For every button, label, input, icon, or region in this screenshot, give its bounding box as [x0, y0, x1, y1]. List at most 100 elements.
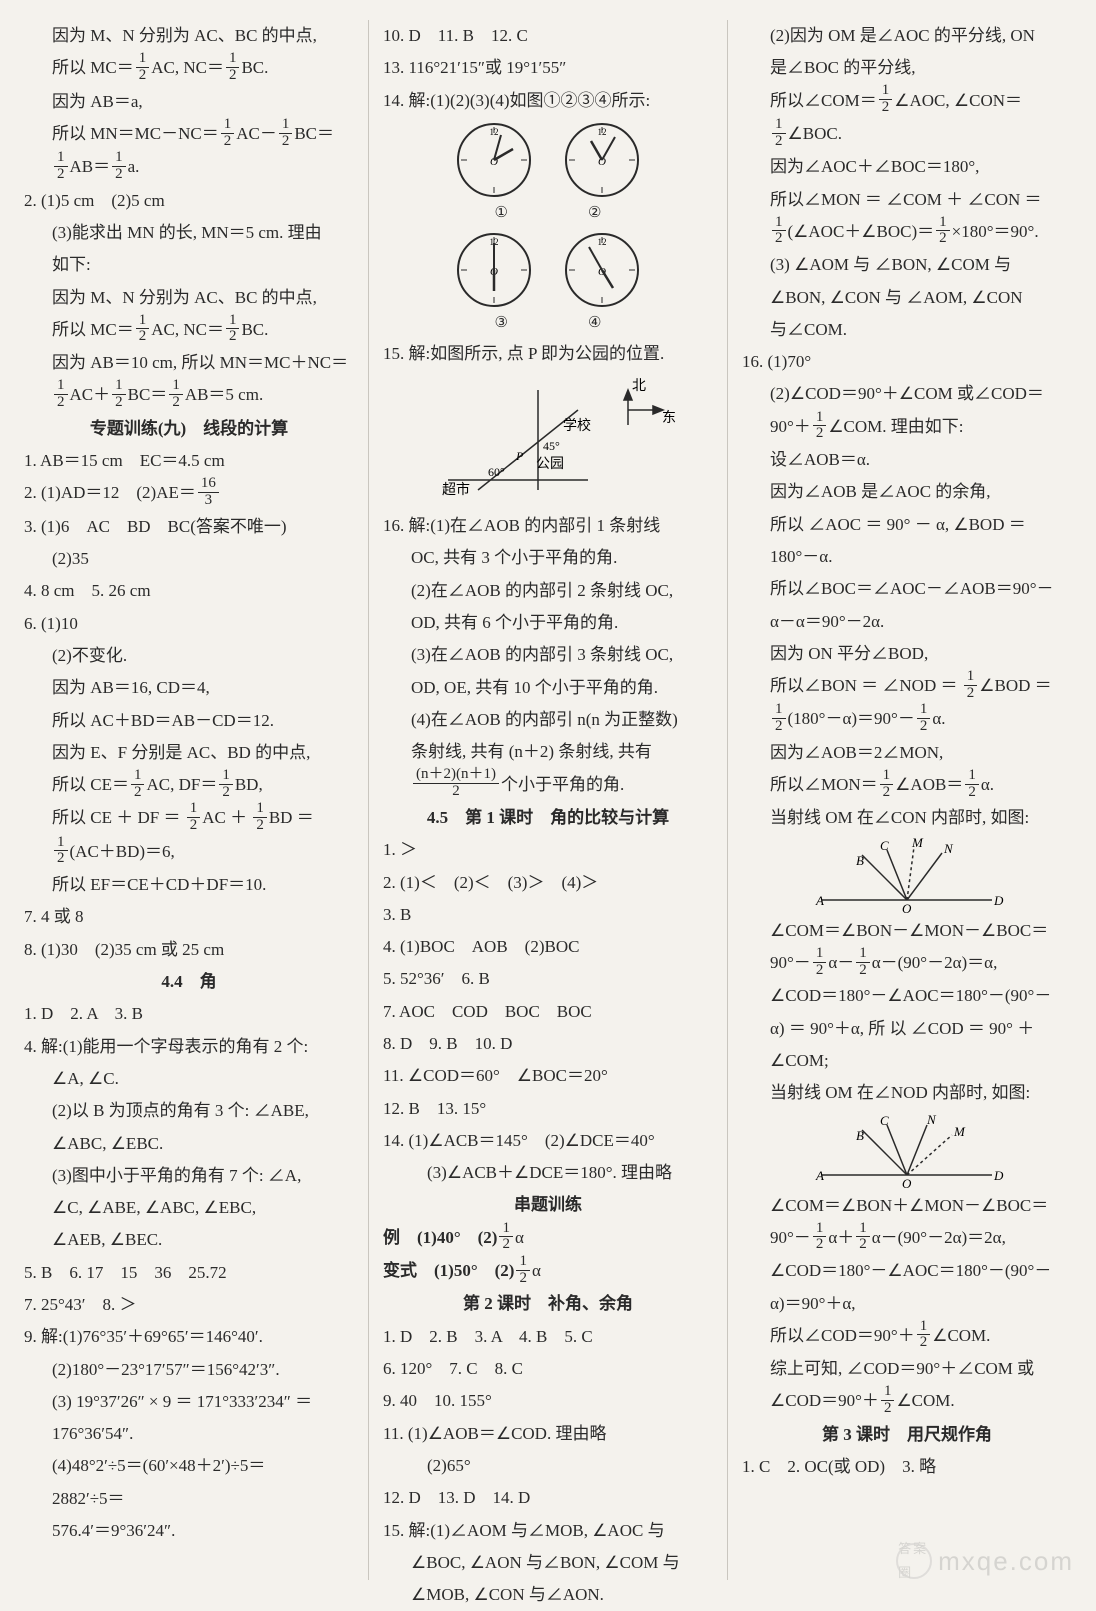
- svg-text:B: B: [856, 1128, 864, 1143]
- text-line: 4. (1)BOC AOB (2)BOC: [383, 931, 713, 963]
- text-line: 9. 40 10. 155°: [383, 1385, 713, 1417]
- text-line: 5. 52°36′ 6. B: [383, 963, 713, 995]
- svg-text:A: A: [815, 1168, 824, 1183]
- text-line: 综上可知, ∠COD＝90°＋∠COM 或: [742, 1353, 1072, 1385]
- text-line: 因为 AB＝a,: [24, 86, 354, 118]
- svg-text:N: N: [926, 1112, 937, 1127]
- text-line: ∠BON, ∠CON 与 ∠AOM, ∠CON: [742, 282, 1072, 314]
- text-line: 90°－12α＋12α－(90°－2α)＝2α,: [742, 1222, 1072, 1255]
- text-line: 1. C 2. OC(或 OD) 3. 略: [742, 1451, 1072, 1483]
- text-line: (3)∠ACB＋∠DCE＝180°. 理由略: [383, 1157, 713, 1189]
- svg-text:O: O: [902, 901, 912, 915]
- text-line: OD, 共有 6 个小于平角的角.: [383, 607, 713, 639]
- text-line: 15. 解:如图所示, 点 P 即为公园的位置.: [383, 338, 713, 370]
- text-line: 所以 MC＝12AC, NC＝12BC.: [24, 52, 354, 85]
- label: ④: [588, 309, 601, 338]
- text-line: 是∠BOC 的平分线,: [742, 52, 1072, 84]
- text-line: ∠COD＝90°＋12∠COM.: [742, 1385, 1072, 1418]
- text-line: ∠COM;: [742, 1045, 1072, 1077]
- text-line: 所以∠BON ＝ ∠NOD ＝ 12∠BOD ＝: [742, 670, 1072, 703]
- text-line: 6. 120° 7. C 8. C: [383, 1353, 713, 1385]
- text-line: 6. (1)10: [24, 608, 354, 640]
- text-line: 4. 8 cm 5. 26 cm: [24, 575, 354, 607]
- text-line: (2)∠COD＝90°＋∠COM 或∠COD＝: [742, 378, 1072, 410]
- clock-icon: 12O: [563, 121, 641, 199]
- text-line: 2. (1)＜ (2)＜ (3)＞ (4)＞: [383, 867, 713, 899]
- text-line: 因为 M、N 分别为 AC、BC 的中点,: [24, 20, 354, 52]
- label: 北: [632, 378, 646, 394]
- clock-labels: ③④: [383, 309, 713, 338]
- numerator: (n＋2)(n＋1): [413, 767, 499, 784]
- text-span: 变式 (1)50° (2): [383, 1261, 514, 1280]
- text-line: 因为∠AOB＝2∠MON,: [742, 737, 1072, 769]
- angle-diagram-2: ADOBCNM: [742, 1110, 1072, 1190]
- text-line: 13. 116°21′15″或 19°1′55″: [383, 52, 713, 84]
- text-line: 16. 解:(1)在∠AOB 的内部引 1 条射线: [383, 510, 713, 542]
- text-line: 2. (1)5 cm (2)5 cm: [24, 185, 354, 217]
- text-line: 9. 解:(1)76°35′＋69°65′＝146°40′.: [24, 1321, 354, 1353]
- text-line: 所以 EF＝CE＋CD＋DF＝10.: [24, 869, 354, 901]
- diagram-15: 北 东 学校 超市 公园 P 60° 45°: [383, 370, 713, 510]
- text-line: 90°＋12∠COM. 理由如下:: [742, 411, 1072, 444]
- text-line: 1. AB＝15 cm EC＝4.5 cm: [24, 445, 354, 477]
- text-line: 所以 CE＝12AC, DF＝12BD,: [24, 769, 354, 802]
- text-line: 12. B 13. 15°: [383, 1093, 713, 1125]
- text-line: 16. (1)70°: [742, 346, 1072, 378]
- clock-icon: 12O: [563, 231, 641, 309]
- text-line: ∠A, ∠C.: [24, 1063, 354, 1095]
- text-line: (3) 19°37′26″ × 9 ＝ 171°333′234″ ＝: [24, 1386, 354, 1418]
- section-heading: 专题训练(九) 线段的计算: [24, 413, 354, 445]
- text-line: (2)65°: [383, 1450, 713, 1482]
- text-span: 2. (1)AD＝12 (2)AE＝: [24, 483, 196, 502]
- text-line: ∠BOC, ∠AON 与∠BON, ∠COM 与: [383, 1547, 713, 1579]
- text-line: 所以∠MON ＝ ∠COM ＋ ∠CON ＝: [742, 184, 1072, 216]
- clock-row-1: 12O 12O: [383, 121, 713, 199]
- svg-text:P: P: [515, 449, 524, 463]
- text-line: 12. D 13. D 14. D: [383, 1482, 713, 1514]
- text-line: 所以∠COM＝12∠AOC, ∠CON＝: [742, 85, 1072, 118]
- text-line: ∠C, ∠ABE, ∠ABC, ∠EBC,: [24, 1192, 354, 1224]
- text-line: 3. B: [383, 899, 713, 931]
- clock-labels: ①②: [383, 199, 713, 228]
- text-line: (4)在∠AOB 的内部引 n(n 为正整数): [383, 704, 713, 736]
- text-line: 例 (1)40° (2)12α: [383, 1222, 713, 1255]
- text-line: 因为 AB＝16, CD＝4,: [24, 672, 354, 704]
- svg-text:O: O: [902, 1176, 912, 1190]
- clock-icon: 12O: [455, 231, 533, 309]
- clock-icon: 12O: [455, 121, 533, 199]
- label: ②: [588, 199, 601, 228]
- text-line: 因为 ON 平分∠BOD,: [742, 638, 1072, 670]
- text-line: (2)180°－23°17′57″＝156°42′3″.: [24, 1354, 354, 1386]
- text-line: 因为 AB＝10 cm, 所以 MN＝MC＋NC＝: [24, 347, 354, 379]
- label: ③: [495, 309, 508, 338]
- text-line: 11. (1)∠AOB＝∠COD. 理由略: [383, 1418, 713, 1450]
- svg-text:M: M: [911, 835, 924, 850]
- section-heading: 第 3 课时 用尺规作角: [742, 1419, 1072, 1451]
- denominator: 2: [413, 784, 499, 800]
- text-line: 12(∠AOC＋∠BOC)＝12×180°＝90°.: [742, 216, 1072, 249]
- text-line: (2)以 B 为顶点的角有 3 个: ∠ABE,: [24, 1095, 354, 1127]
- svg-text:N: N: [943, 841, 954, 856]
- section-heading: 第 2 课时 补角、余角: [383, 1288, 713, 1320]
- text-line: 变式 (1)50° (2)12α: [383, 1255, 713, 1288]
- section-heading: 4.4 角: [24, 966, 354, 998]
- svg-text:60°: 60°: [488, 465, 505, 479]
- text-line: 1. D 2. A 3. B: [24, 998, 354, 1030]
- svg-text:D: D: [993, 893, 1004, 908]
- text-line: ∠COD＝180°－∠AOC＝180°－(90°－: [742, 980, 1072, 1012]
- text-line: 设∠AOB＝α.: [742, 444, 1072, 476]
- svg-text:C: C: [880, 838, 889, 853]
- text-line: 所以 CE ＋ DF ＝ 12AC ＋ 12BD ＝: [24, 802, 354, 835]
- text-line: 14. (1)∠ACB＝145° (2)∠DCE＝40°: [383, 1125, 713, 1157]
- text-line: 1. ＞: [383, 834, 713, 866]
- label: 学校: [563, 417, 591, 434]
- text-line: 所以∠COD＝90°＋12∠COM.: [742, 1320, 1072, 1353]
- text-line: ∠MOB, ∠CON 与∠AON.: [383, 1579, 713, 1611]
- text-line: 7. 25°43′ 8. ＞: [24, 1289, 354, 1321]
- text-line: 12AB＝12a.: [24, 151, 354, 184]
- text-line: 180°－α.: [742, 541, 1072, 573]
- text-line: 5. B 6. 17 15 36 25.72: [24, 1257, 354, 1289]
- label: 东: [662, 410, 676, 426]
- svg-text:12: 12: [598, 237, 607, 247]
- text-line: (2)因为 OM 是∠AOC 的平分线, ON: [742, 20, 1072, 52]
